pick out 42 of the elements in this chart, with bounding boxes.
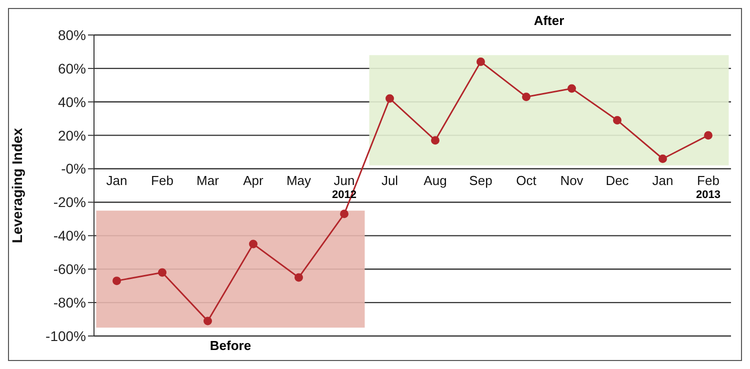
x-tick-label: Oct: [516, 172, 537, 188]
point: [158, 268, 166, 277]
x-tick-label: May: [286, 172, 312, 188]
x-tick-label: Nov: [560, 172, 584, 188]
point: [112, 276, 121, 286]
y-tick-label: 40%: [58, 94, 86, 110]
annotation: 2013: [695, 188, 722, 201]
point: [294, 273, 303, 282]
y-tick-label: -80%: [53, 294, 86, 311]
point: [568, 84, 576, 93]
y-tick-label: 80%: [58, 26, 86, 43]
y-tick-label: -20%: [53, 194, 86, 210]
point: [704, 131, 712, 140]
band-label: After: [532, 13, 566, 28]
point: [658, 154, 667, 163]
x-tick-label: Mar: [196, 172, 220, 188]
point: [386, 94, 394, 103]
x-tick-label: Apr: [243, 172, 264, 188]
point: [476, 58, 485, 66]
point: [522, 92, 530, 102]
x-tick-label: Feb: [697, 172, 720, 188]
y-tick-label: 60%: [58, 60, 86, 76]
y-tick-label: -0%: [61, 160, 86, 177]
x-tick-label: Jul: [381, 172, 398, 188]
x-tick-label: Jan: [652, 172, 674, 188]
x-tick-label: Sep: [469, 172, 492, 188]
band-label: Before: [208, 338, 252, 353]
x-tick-label: Jan: [106, 172, 128, 188]
point: [204, 316, 212, 326]
x-tick-label: Jun: [334, 172, 355, 188]
point: [613, 116, 622, 125]
y-tick-label: -100%: [46, 328, 86, 344]
y-tick-label: -40%: [53, 228, 86, 244]
y-tick-label: -60%: [53, 261, 86, 278]
y-axis-title: Leveraging Index: [8, 128, 25, 244]
point: [431, 136, 440, 145]
x-tick-label: Aug: [424, 172, 447, 188]
point: [340, 210, 348, 218]
point: [249, 240, 258, 248]
x-tick-label: Dec: [606, 172, 630, 188]
y-tick-label: 20%: [58, 127, 86, 144]
x-tick-label: Feb: [151, 172, 174, 188]
